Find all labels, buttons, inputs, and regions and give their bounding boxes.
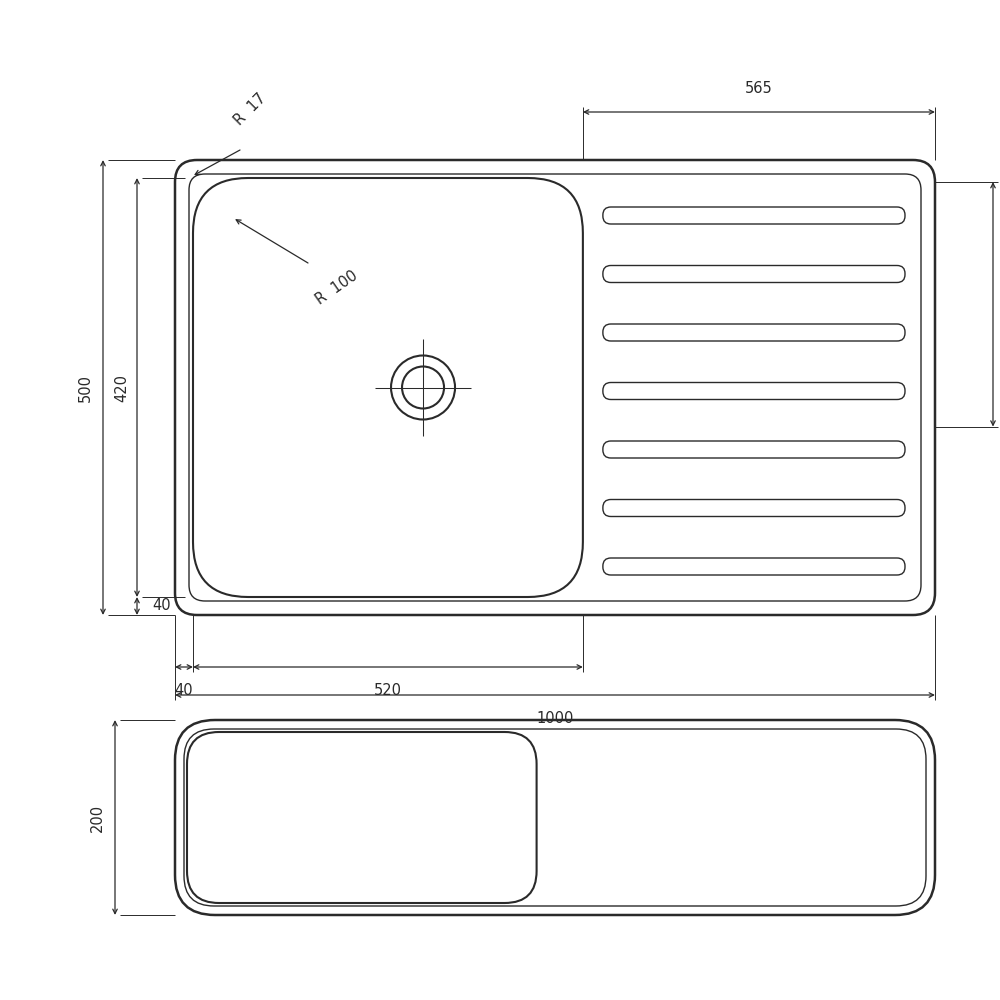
Text: 500: 500 <box>77 373 92 401</box>
FancyBboxPatch shape <box>175 160 935 615</box>
Text: 40: 40 <box>175 683 193 698</box>
FancyBboxPatch shape <box>175 720 935 915</box>
Text: 420: 420 <box>114 373 130 401</box>
Text: 565: 565 <box>745 81 773 96</box>
Text: 200: 200 <box>89 803 104 832</box>
Text: 1000: 1000 <box>536 711 574 726</box>
Text: R  17: R 17 <box>232 91 269 128</box>
Text: 40: 40 <box>153 598 171 613</box>
Text: 520: 520 <box>374 683 402 698</box>
Text: R  100: R 100 <box>313 268 360 307</box>
